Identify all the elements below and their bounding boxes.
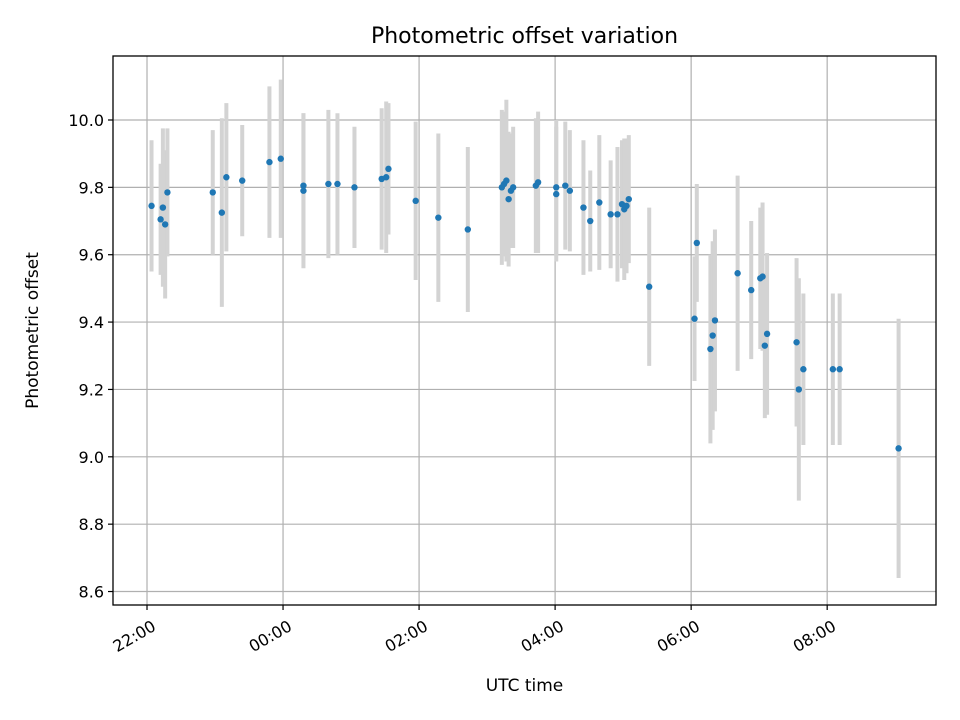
data-point [159,204,167,211]
data-point [505,195,512,203]
data-point [587,217,594,225]
y-tick-label: 10.0 [68,111,104,130]
data-point [435,214,442,221]
y-tick-label: 9.6 [79,246,104,265]
error-bars [149,79,901,579]
data-point [759,273,766,280]
y-tick-label: 9.4 [79,313,104,332]
data-point [709,332,716,339]
data-point [148,202,155,210]
y-tick-label: 8.6 [79,583,104,602]
data-point [800,366,807,373]
data-point [691,315,698,322]
data-point [836,366,843,373]
data-point [157,216,164,223]
y-tick-label: 9.8 [79,178,104,197]
data-point [734,270,741,277]
x-tick-label: 00:00 [246,616,295,656]
data-point [625,195,632,203]
chart-title: Photometric offset variation [371,24,678,49]
data-point [300,187,307,194]
plot-frame [112,55,937,606]
data-point [711,317,719,324]
data-point [277,155,284,162]
data-point [693,239,701,247]
data-point [209,189,216,196]
data-point [351,184,358,191]
data-point [218,209,226,216]
x-tick-label: 04:00 [518,616,567,656]
data-point [707,345,714,353]
data-point [596,199,603,206]
y-tick-label: 9.0 [79,448,104,467]
data-point [412,197,419,205]
data-point [239,177,246,184]
y-tick-label: 8.8 [79,515,104,534]
data-point [300,182,307,189]
data-point [464,226,472,233]
x-tick-label: 08:00 [790,616,839,656]
data-point [509,184,517,191]
data-point [223,174,230,181]
data-point [580,204,587,211]
data-points [148,155,902,452]
data-point [553,184,560,191]
x-tick-label: 06:00 [654,616,703,656]
data-point [503,177,510,184]
data-point [795,386,803,393]
y-tick-label: 9.2 [79,380,104,399]
x-tick-label: 22:00 [110,616,159,656]
x-axis-ticks: 22:00 00:00 02:00 04:00 06:00 08:00 [110,605,839,656]
data-point [385,165,392,173]
data-point [334,180,341,188]
data-point [614,211,621,218]
data-point [164,189,171,196]
y-axis-ticks: 8.6 8.8 9.0 9.2 9.4 9.6 9.8 10.0 [68,111,113,602]
data-point [761,342,769,349]
x-axis-label: UTC time [486,676,564,696]
data-point [266,158,273,166]
y-axis-label: Photometric offset [23,252,43,409]
data-point [325,180,332,188]
data-point [829,366,837,373]
data-point [607,211,614,218]
data-point [793,339,800,346]
data-point [534,179,542,186]
data-point [645,283,653,290]
x-tick-label: 02:00 [382,616,431,656]
data-point [623,202,630,210]
data-point [895,445,902,452]
data-point [763,330,771,338]
data-point [562,182,569,189]
data-point [161,221,169,228]
grid-lines [113,56,936,605]
data-point [566,187,574,194]
data-point [553,190,560,198]
data-point [748,286,755,294]
data-point [382,174,390,181]
